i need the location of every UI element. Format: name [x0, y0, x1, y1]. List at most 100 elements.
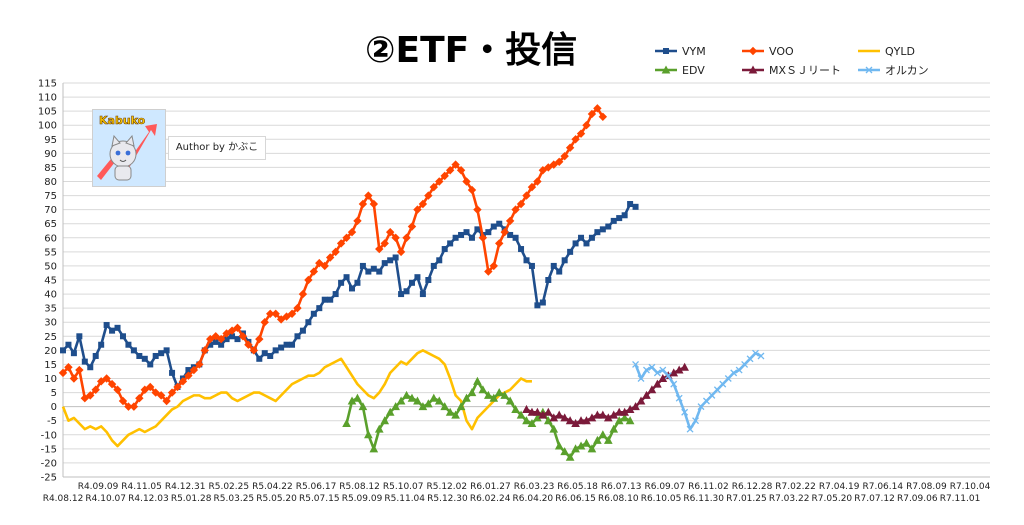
edv-point [593, 435, 602, 444]
vym-point [76, 333, 83, 340]
edv-point [424, 399, 433, 408]
vym-point [81, 358, 88, 365]
voo-point [549, 160, 558, 169]
voo-point [505, 216, 515, 226]
voo-point [555, 157, 564, 167]
voo-point [342, 233, 351, 242]
mxs-jreit-point [533, 407, 542, 416]
voo-point [227, 326, 237, 335]
edv-point [582, 438, 591, 447]
voo-point [565, 143, 575, 152]
orukan-point [632, 360, 640, 368]
vym-point [605, 223, 612, 230]
edv-point [445, 407, 455, 416]
voo-point [151, 388, 160, 397]
vym-point [523, 257, 530, 264]
y-tick-label: 5 [51, 388, 57, 399]
voo-point [478, 233, 488, 242]
voo-point [364, 191, 373, 200]
voo-point [178, 377, 188, 386]
edv-point [587, 444, 597, 453]
series-edv [342, 376, 635, 461]
voo-point [467, 185, 477, 195]
vym-point [103, 322, 110, 329]
vym-point [141, 355, 148, 362]
legend-voo-point [748, 46, 758, 56]
vym-point [70, 350, 77, 357]
orukan-point [757, 352, 765, 360]
mxs-jreit-point [593, 410, 602, 419]
x-tick-label-lower: R7.11.01 [940, 494, 981, 504]
edv-point [440, 402, 450, 411]
voo-point [69, 374, 79, 383]
series-line-qyld [61, 349, 532, 448]
x-tick-label-lower: R6.02.24 [470, 494, 511, 504]
vym-point [436, 257, 443, 264]
voo-point [598, 112, 608, 121]
edv-point [451, 410, 460, 419]
vym-point [632, 203, 639, 210]
voo-point [560, 151, 569, 161]
x-tick-label-upper: R4.09.09 [78, 482, 119, 492]
vym-point [621, 212, 628, 219]
voo-point [216, 334, 226, 344]
vym-point [627, 201, 634, 208]
voo-point [124, 402, 133, 411]
vym-point [599, 226, 606, 233]
voo-point [184, 371, 193, 380]
voo-point [527, 182, 537, 192]
vym-point [512, 234, 519, 241]
edv-point [456, 402, 466, 411]
voo-point [64, 363, 73, 372]
vym-point [354, 279, 361, 286]
voo-point [298, 289, 308, 299]
voo-point [435, 177, 444, 186]
vym-point [370, 265, 377, 272]
vym-point [588, 234, 595, 241]
vym-point [299, 327, 306, 334]
vym-point [594, 229, 601, 236]
voo-point [315, 258, 324, 268]
orukan-point [675, 394, 683, 402]
vym-point [98, 341, 105, 348]
y-tick-label: 90 [44, 149, 57, 160]
voo-point [325, 253, 335, 262]
vym-point [310, 310, 317, 317]
x-tick-label-upper: R7.04.19 [819, 482, 860, 492]
voo-point [96, 377, 106, 386]
voo-point [167, 388, 177, 397]
edv-point [342, 418, 351, 428]
y-tick-label: -15 [41, 444, 57, 455]
series-lines [58, 104, 765, 461]
x-tick-label-lower: R5.11.04 [384, 494, 425, 504]
edv-point [609, 424, 619, 433]
y-tick-label: 60 [44, 233, 57, 244]
vym-point [387, 257, 394, 264]
x-tick-label-lower: R5.05.20 [256, 494, 297, 504]
voo-point [156, 391, 166, 400]
vym-point [578, 234, 585, 241]
legend-edv-point [661, 65, 671, 74]
vym-point [278, 344, 285, 351]
vym-point [256, 355, 263, 362]
mxs-jreit-point [614, 407, 624, 416]
y-tick-label: 100 [38, 121, 57, 132]
edv-point [413, 396, 422, 405]
voo-point [544, 163, 553, 172]
vym-point [349, 285, 356, 292]
vym-point [332, 291, 339, 298]
edv-point [598, 430, 608, 439]
voo-point [413, 205, 422, 214]
y-tick-label: 30 [44, 318, 57, 329]
y-tick-label: 0 [51, 402, 57, 413]
edv-point [364, 430, 373, 439]
edv-point [554, 441, 564, 450]
edv-point [407, 393, 417, 402]
legend-orukan-point [865, 66, 873, 74]
orukan-point [724, 375, 732, 382]
vym-point [136, 352, 143, 359]
voo-point [238, 332, 248, 341]
orukan-point [643, 366, 650, 374]
edv-point [505, 396, 515, 405]
orukan-point [692, 417, 700, 425]
